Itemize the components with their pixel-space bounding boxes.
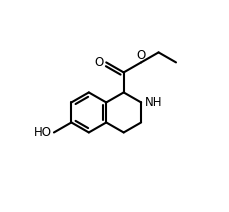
Text: O: O <box>94 56 104 69</box>
Text: O: O <box>136 49 145 62</box>
Text: HO: HO <box>33 126 51 139</box>
Text: NH: NH <box>144 96 162 109</box>
